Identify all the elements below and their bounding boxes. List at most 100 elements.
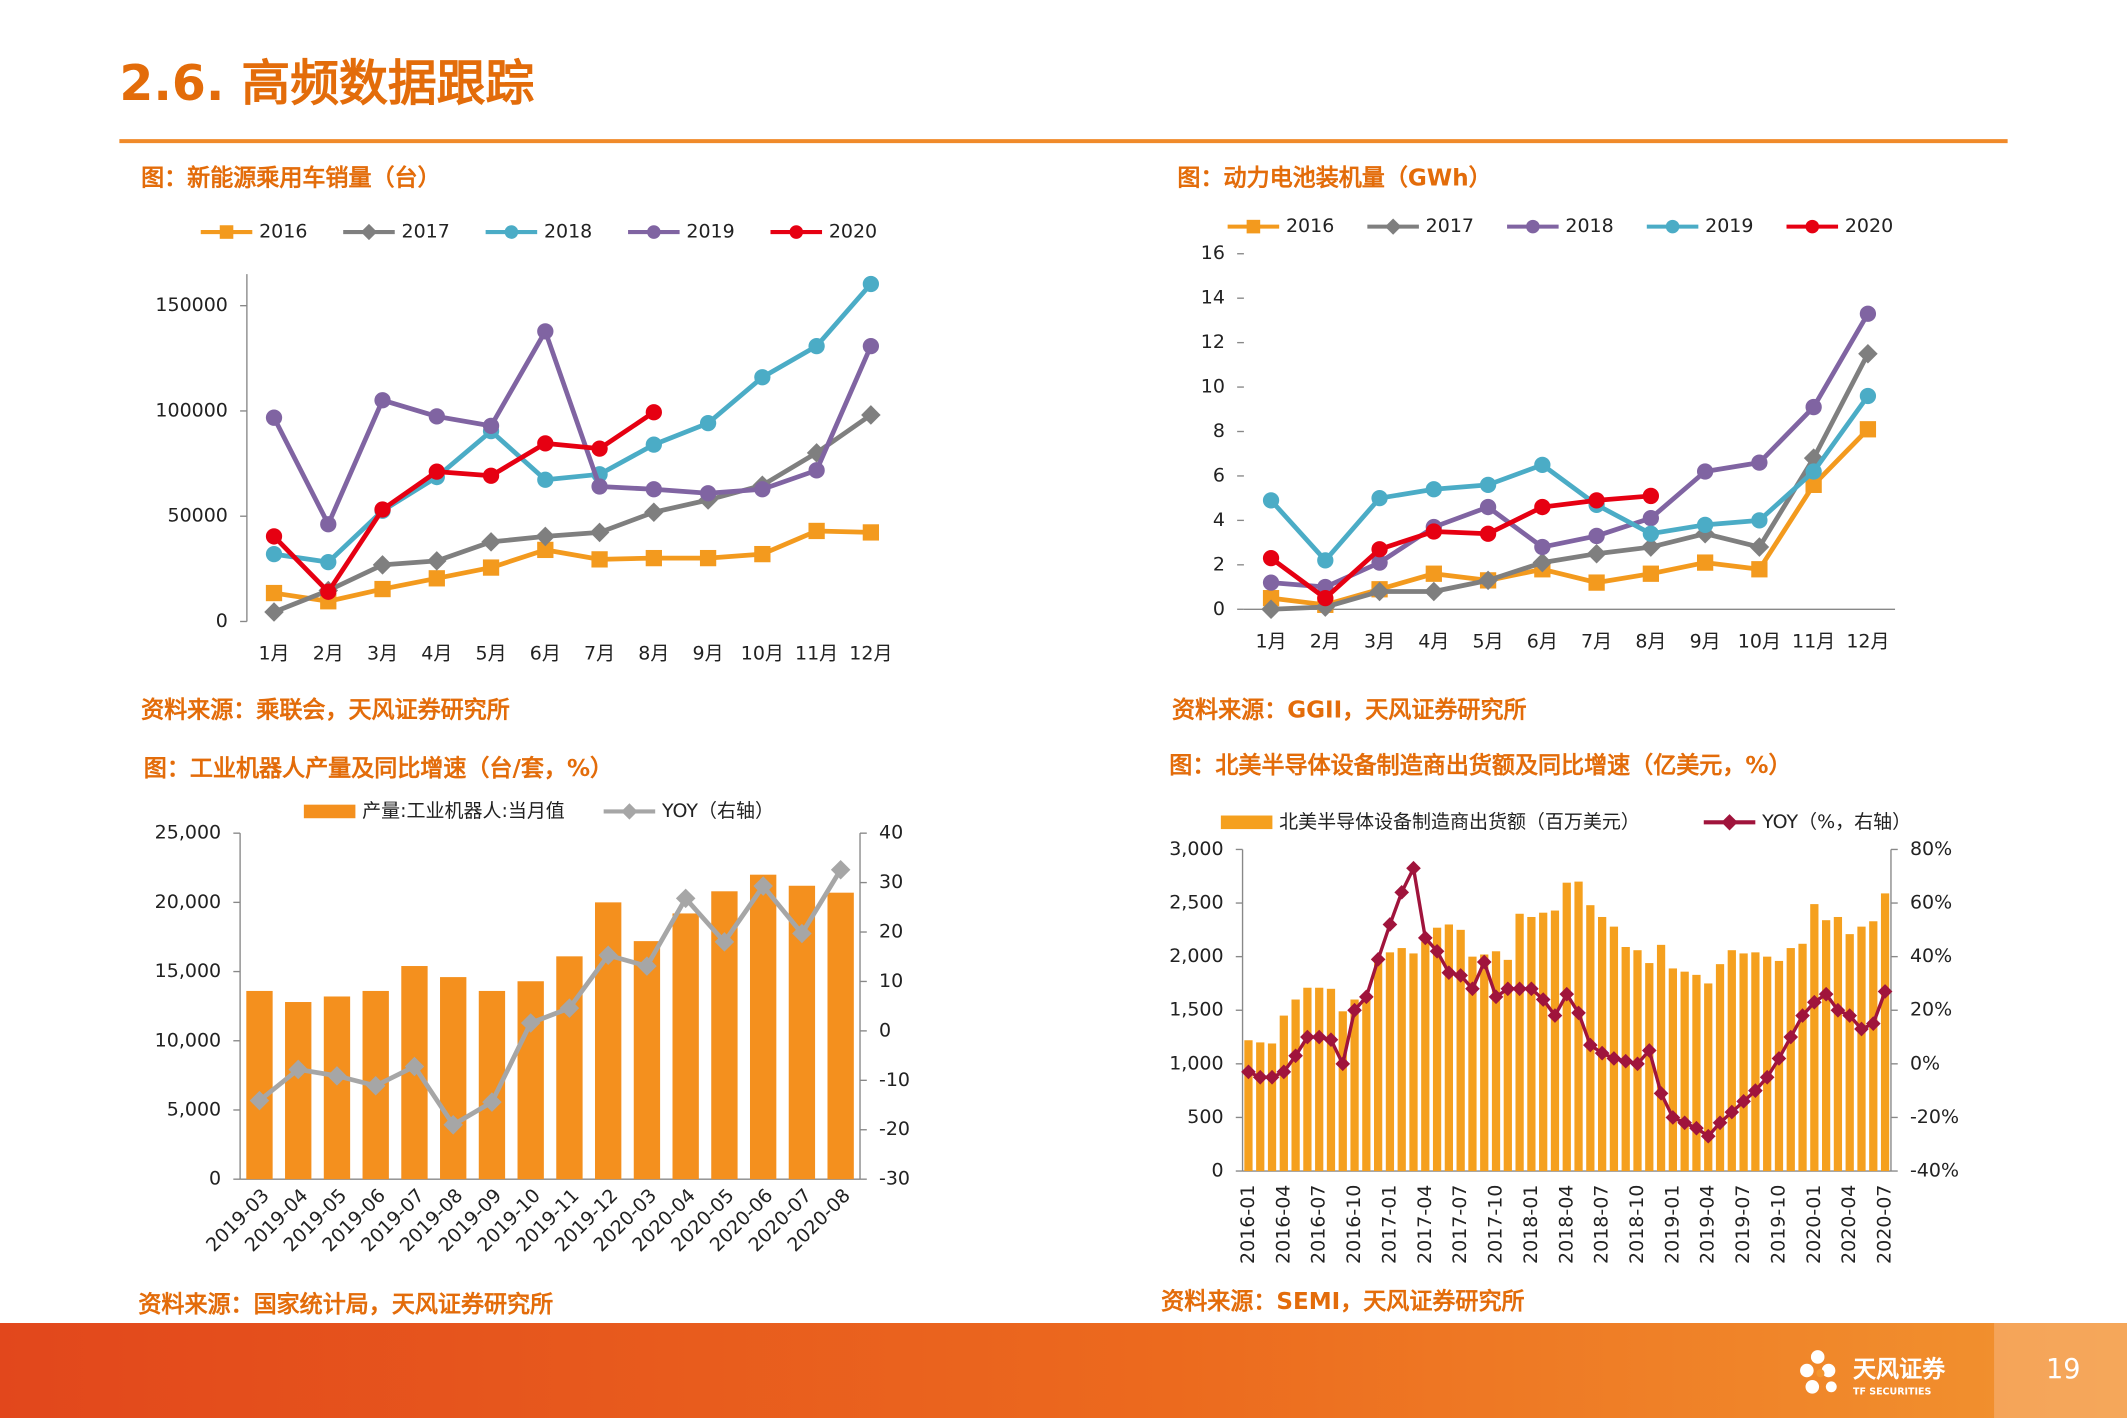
bar (1680, 971, 1689, 1172)
series-line (273, 412, 873, 615)
x-tick-label: 11月 (795, 643, 838, 665)
marker (1588, 492, 1605, 509)
footer-band (0, 1323, 2127, 1418)
marker (861, 405, 881, 425)
bar (1539, 912, 1548, 1172)
bar (1763, 956, 1772, 1172)
bar (1244, 1040, 1253, 1172)
x-tick-label: 2017-10 (1485, 1185, 1507, 1264)
x-tick-label: 6月 (530, 643, 561, 665)
y-tick-label: 10,000 (155, 1029, 221, 1051)
marker (1288, 1048, 1303, 1064)
marker (1748, 1083, 1763, 1098)
bar (1267, 1043, 1277, 1172)
y-tick-label: 500 (1187, 1106, 1223, 1128)
marker (1441, 965, 1457, 981)
legend-marker (1665, 219, 1680, 234)
marker (265, 409, 283, 426)
marker (699, 415, 717, 432)
bar (1303, 987, 1312, 1172)
marker (428, 408, 445, 425)
marker (288, 1059, 308, 1080)
bar (1833, 916, 1843, 1172)
marker (482, 467, 500, 484)
marker (1479, 498, 1497, 516)
marker (1394, 884, 1410, 900)
marker (1262, 550, 1280, 567)
bar (1880, 893, 1890, 1172)
bar (1374, 959, 1383, 1172)
marker (1677, 1115, 1692, 1131)
y-tick-label: 6 (1213, 464, 1225, 486)
bar (1798, 943, 1807, 1172)
marker (714, 932, 735, 952)
legend-marker (504, 225, 519, 239)
legend-marker (360, 223, 378, 241)
bar (323, 996, 351, 1180)
marker (404, 1056, 425, 1077)
marker (1583, 1037, 1598, 1053)
y-tick-label: 4 (1213, 509, 1225, 531)
x-tick-label: 1月 (1256, 630, 1287, 652)
marker (1453, 968, 1468, 983)
x-tick-label: 10月 (1738, 630, 1781, 652)
marker (1424, 581, 1444, 602)
x-tick-label: 2017-07 (1449, 1185, 1471, 1264)
bar (1550, 910, 1560, 1172)
marker (1724, 1104, 1740, 1120)
marker (1689, 1120, 1704, 1136)
x-tick-label: 1月 (258, 643, 289, 665)
page-number: 19 (2046, 1354, 2081, 1385)
marker (1252, 1069, 1268, 1085)
x-tick-label: 2018-07 (1591, 1185, 1613, 1264)
series-line (1269, 394, 1870, 563)
bar (1421, 941, 1430, 1172)
marker (1771, 1051, 1787, 1066)
legend-label: YOY（%，右轴） (1761, 811, 1911, 833)
bar (1338, 1011, 1347, 1172)
y-tick-label: 14 (1201, 287, 1225, 309)
y-tick-label: 1,000 (1169, 1052, 1223, 1074)
marker (481, 532, 501, 552)
marker (265, 528, 283, 545)
bar (1751, 952, 1760, 1172)
bar (1456, 929, 1465, 1172)
bar (1480, 954, 1489, 1172)
series-line (273, 528, 871, 604)
series-line (257, 868, 843, 1128)
series-line (273, 282, 873, 565)
marker (1479, 525, 1497, 542)
marker (1805, 476, 1822, 493)
legend-label: 2016 (1286, 215, 1334, 237)
marker (1335, 1056, 1351, 1072)
marker (1696, 463, 1714, 480)
bar (1869, 921, 1878, 1172)
x-tick-label: 5月 (1473, 630, 1504, 652)
marker (754, 369, 771, 386)
y-tick-label: 5,000 (167, 1098, 221, 1120)
y2-tick-label: -20 (879, 1118, 910, 1140)
bar (1256, 1042, 1265, 1172)
marker (535, 526, 556, 547)
marker (1594, 1045, 1610, 1061)
marker (808, 522, 825, 540)
y2-tick-label: 20% (1910, 999, 1952, 1021)
marker (1524, 981, 1539, 997)
y2-tick-label: 40% (1910, 945, 1952, 967)
x-tick-label: 2018-01 (1520, 1185, 1542, 1264)
marker (1759, 1069, 1775, 1085)
marker (591, 478, 608, 495)
legend-swatch (1220, 815, 1273, 830)
x-tick-label: 2020-04 (1838, 1185, 1860, 1264)
series-line (1270, 312, 1870, 590)
y2-tick-label: 40 (879, 822, 903, 844)
marker (365, 1075, 386, 1096)
marker (537, 471, 554, 488)
marker (265, 584, 283, 602)
marker (1751, 512, 1768, 529)
x-tick-label: 2017-04 (1414, 1185, 1436, 1264)
marker (1406, 860, 1421, 876)
x-tick-label: 8月 (1635, 630, 1666, 652)
x-tick-label: 12月 (1846, 630, 1889, 652)
marker (1642, 525, 1660, 542)
